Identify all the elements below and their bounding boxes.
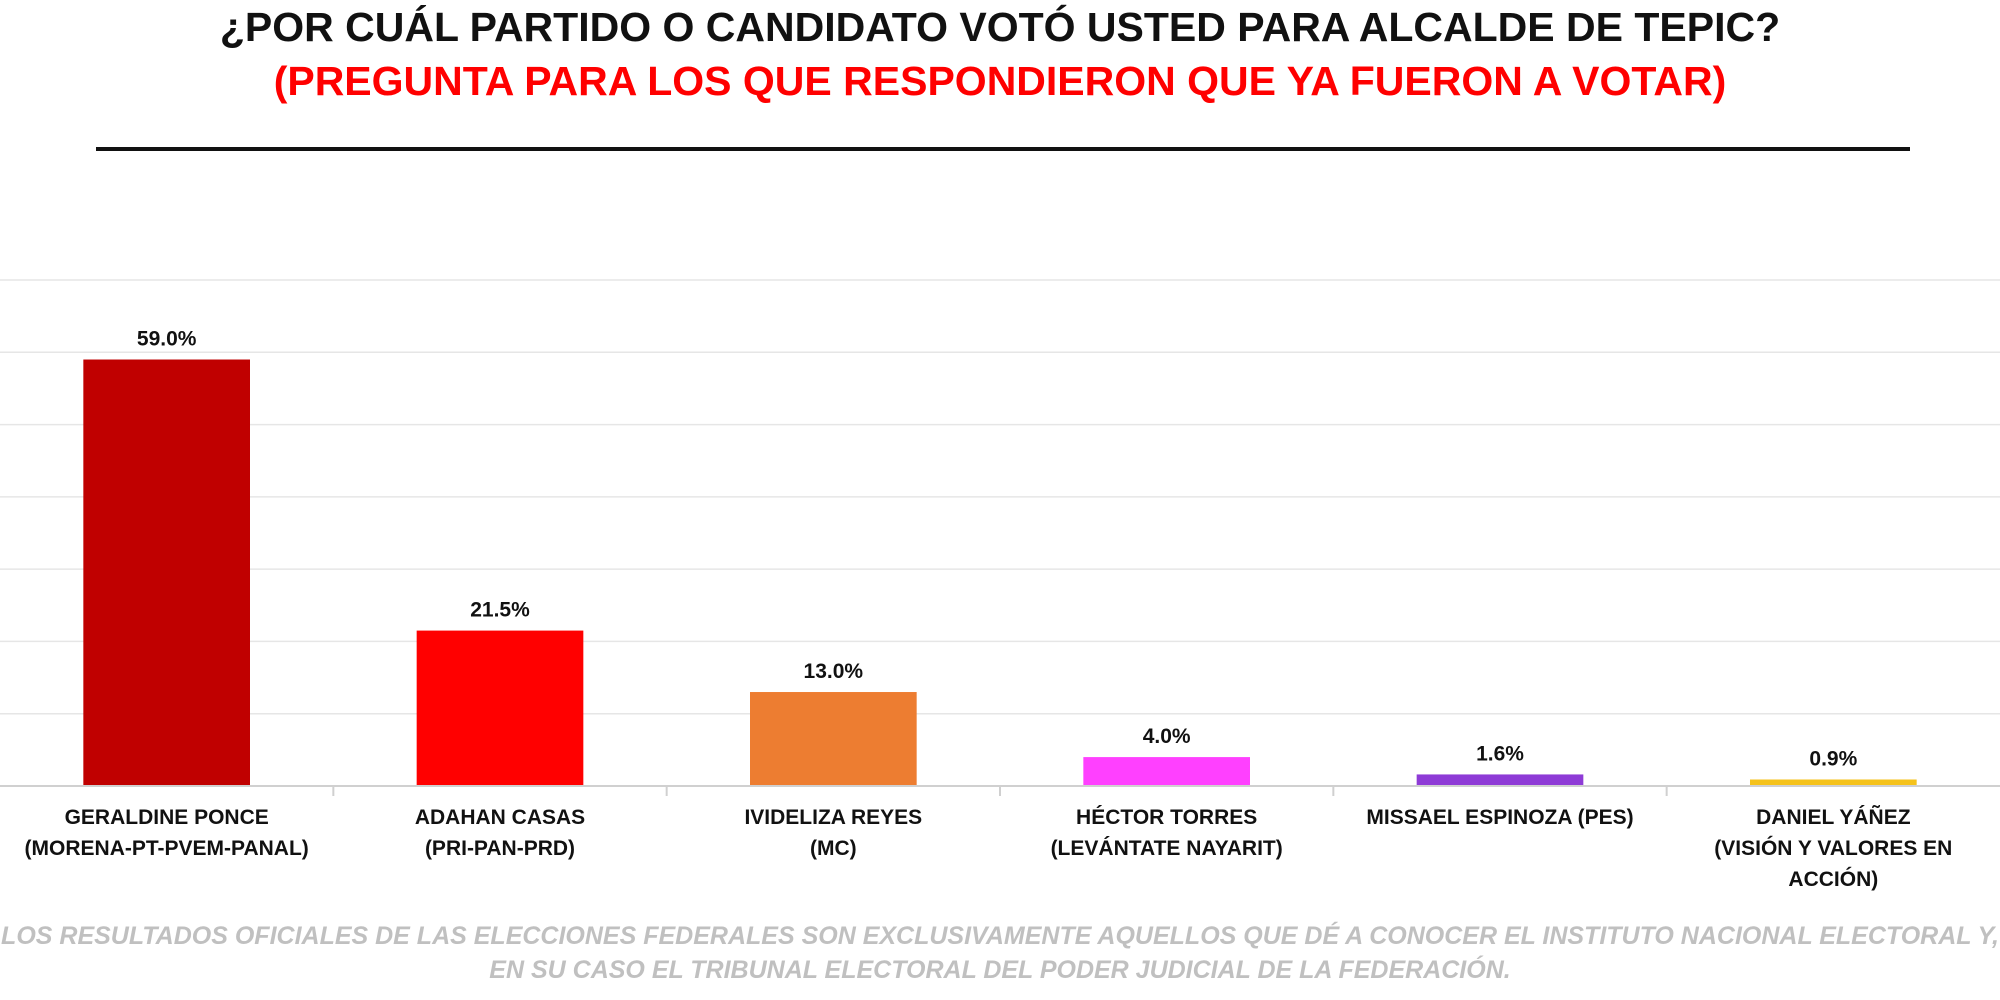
bar-chart: 59.0% 21.5% 13.0% 4.0% 1.6% 0.9% GERALDINE PO… — [0, 279, 2000, 891]
bar — [1750, 779, 1917, 786]
bars — [83, 359, 1917, 786]
x-tick-label: (VISIÓN Y VALORES EN — [1714, 836, 1952, 860]
chart-title: ¿POR CUÁL PARTIDO O CANDIDATO VOTÓ USTED… — [219, 4, 1781, 50]
data-label: 1.6% — [1476, 742, 1524, 765]
x-tick-label: (MC) — [810, 837, 857, 860]
x-tick-label: (PRI-PAN-PRD) — [425, 837, 575, 860]
x-tick-label: (MORENA-PT-PVEM-PANAL) — [25, 837, 309, 860]
gridlines — [0, 279, 2000, 715]
data-labels: 59.0% 21.5% 13.0% 4.0% 1.6% 0.9% — [137, 328, 1858, 771]
x-tick-label: IVIDELIZA REYES — [744, 806, 922, 829]
bar — [750, 692, 917, 786]
data-label: 21.5% — [470, 599, 530, 622]
data-label: 59.0% — [137, 328, 197, 351]
data-label: 0.9% — [1809, 747, 1857, 770]
x-tick-label: ADAHAN CASAS — [415, 806, 585, 829]
disclaimer-line-1: LOS RESULTADOS OFICIALES DE LAS ELECCION… — [1, 922, 1999, 950]
disclaimer-line-2: EN SU CASO EL TRIBUNAL ELECTORAL DEL POD… — [489, 956, 1511, 984]
x-tick-label: HÉCTOR TORRES — [1076, 806, 1257, 829]
title-divider — [96, 147, 1910, 151]
x-tick-label: ACCIÓN) — [1788, 867, 1878, 891]
x-tick-label: (LEVÁNTATE NAYARIT) — [1051, 837, 1283, 860]
x-tick-label: GERALDINE PONCE — [65, 806, 269, 829]
data-label: 4.0% — [1143, 725, 1191, 748]
bar — [1083, 757, 1250, 786]
data-label: 13.0% — [804, 660, 864, 683]
x-tick-label: MISSAEL ESPINOZA (PES) — [1366, 806, 1633, 829]
x-axis: GERALDINE PONCE (MORENA-PT-PVEM-PANAL) ADA… — [0, 785, 2000, 891]
bar — [83, 359, 250, 786]
bar — [1416, 774, 1584, 786]
x-tick-label: DANIEL YÁÑEZ — [1756, 806, 1911, 829]
bar — [416, 630, 584, 786]
chart-subtitle: (PREGUNTA PARA LOS QUE RESPONDIERON QUE … — [273, 58, 1727, 104]
